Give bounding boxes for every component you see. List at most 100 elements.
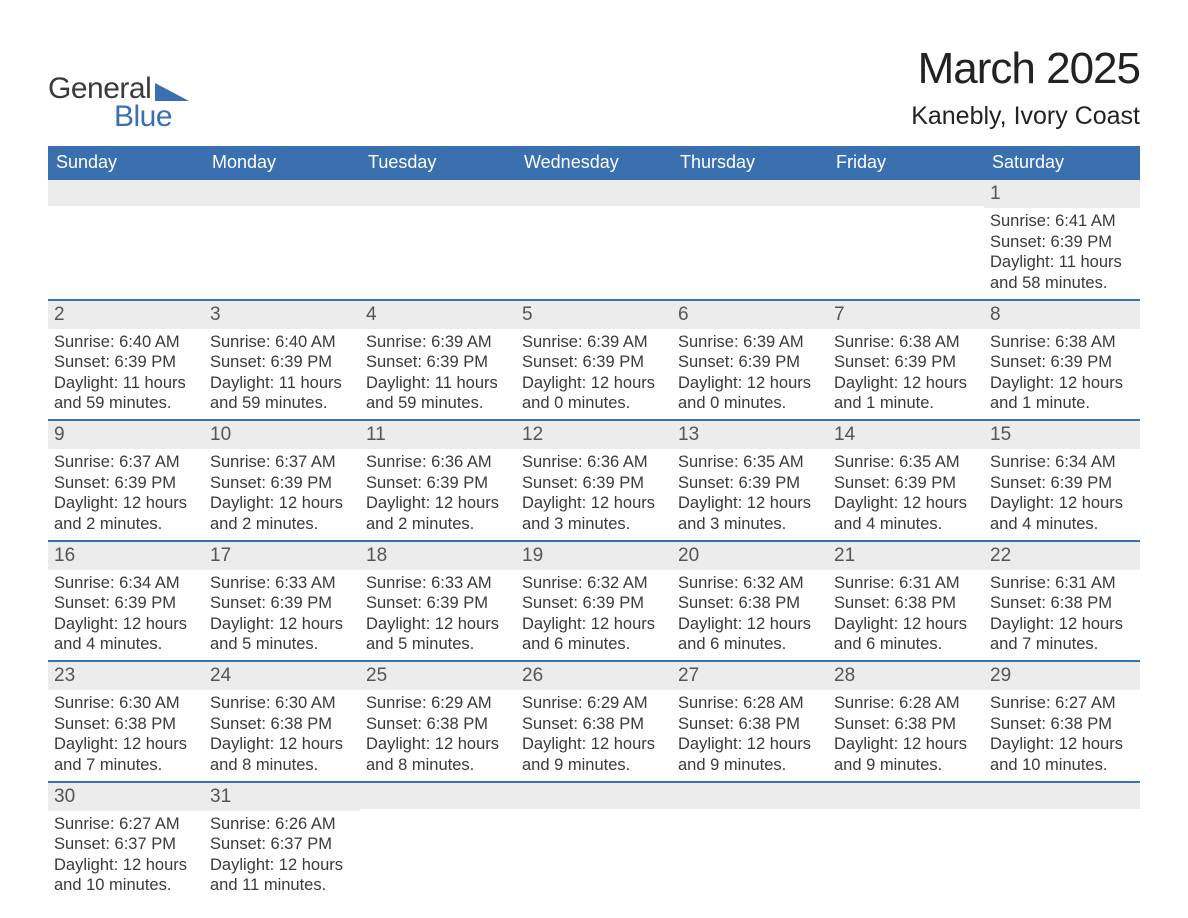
sunset-text: Sunset: 6:38 PM bbox=[990, 593, 1134, 614]
day-body: Sunrise: 6:36 AMSunset: 6:39 PMDaylight:… bbox=[360, 449, 516, 540]
weekday-header: Thursday bbox=[672, 146, 828, 180]
day-body: Sunrise: 6:37 AMSunset: 6:39 PMDaylight:… bbox=[204, 449, 360, 540]
page-header: General Blue March 2025 Kanebly, Ivory C… bbox=[48, 44, 1140, 134]
day-number: 18 bbox=[360, 542, 516, 570]
calendar-day-cell bbox=[672, 180, 828, 300]
calendar-day-cell: 30Sunrise: 6:27 AMSunset: 6:37 PMDayligh… bbox=[48, 782, 204, 902]
day-number: 10 bbox=[204, 421, 360, 449]
sunrise-text: Sunrise: 6:31 AM bbox=[834, 573, 978, 594]
calendar-day-cell: 4Sunrise: 6:39 AMSunset: 6:39 PMDaylight… bbox=[360, 300, 516, 421]
calendar-day-cell: 22Sunrise: 6:31 AMSunset: 6:38 PMDayligh… bbox=[984, 541, 1140, 662]
sunrise-text: Sunrise: 6:30 AM bbox=[210, 693, 354, 714]
calendar-day-cell: 12Sunrise: 6:36 AMSunset: 6:39 PMDayligh… bbox=[516, 420, 672, 541]
calendar-day-cell: 9 Sunrise: 6:37 AMSunset: 6:39 PMDaylight… bbox=[48, 420, 204, 541]
daylight-text: Daylight: 12 hours and 9 minutes. bbox=[834, 734, 978, 775]
daylight-text: Daylight: 11 hours and 59 minutes. bbox=[366, 373, 510, 414]
calendar-day-cell: 14Sunrise: 6:35 AMSunset: 6:39 PMDayligh… bbox=[828, 420, 984, 541]
sunrise-text: Sunrise: 6:26 AM bbox=[210, 814, 354, 835]
day-number: 12 bbox=[516, 421, 672, 449]
daylight-text: Daylight: 12 hours and 9 minutes. bbox=[678, 734, 822, 775]
sunset-text: Sunset: 6:38 PM bbox=[678, 714, 822, 735]
calendar-week-row: 9Sunrise: 6:37 AMSunset: 6:39 PMDaylight… bbox=[48, 420, 1140, 541]
sunrise-text: Sunrise: 6:36 AM bbox=[366, 452, 510, 473]
day-body: Sunrise: 6:31 AMSunset: 6:38 PMDaylight:… bbox=[828, 570, 984, 661]
day-number: 13 bbox=[672, 421, 828, 449]
day-number: 31 bbox=[204, 783, 360, 811]
calendar-day-cell bbox=[828, 782, 984, 902]
sunrise-text: Sunrise: 6:37 AM bbox=[210, 452, 354, 473]
sunset-text: Sunset: 6:39 PM bbox=[834, 352, 978, 373]
sunset-text: Sunset: 6:39 PM bbox=[990, 352, 1134, 373]
weekday-header: Saturday bbox=[984, 146, 1140, 180]
day-number: 4 bbox=[360, 301, 516, 329]
sunrise-text: Sunrise: 6:28 AM bbox=[678, 693, 822, 714]
day-number: 23 bbox=[48, 662, 204, 690]
day-number: 29 bbox=[984, 662, 1140, 690]
sunrise-text: Sunrise: 6:27 AM bbox=[54, 814, 198, 835]
day-number: 27 bbox=[672, 662, 828, 690]
day-body: Sunrise: 6:30 AMSunset: 6:38 PMDaylight:… bbox=[204, 690, 360, 781]
day-body: Sunrise: 6:32 AMSunset: 6:39 PMDaylight:… bbox=[516, 570, 672, 661]
calendar-day-cell: 7Sunrise: 6:38 AMSunset: 6:39 PMDaylight… bbox=[828, 300, 984, 421]
daylight-text: Daylight: 11 hours and 59 minutes. bbox=[210, 373, 354, 414]
day-number: 14 bbox=[828, 421, 984, 449]
daylight-text: Daylight: 12 hours and 6 minutes. bbox=[834, 614, 978, 655]
day-body: Sunrise: 6:40 AMSunset: 6:39 PMDaylight:… bbox=[204, 329, 360, 420]
calendar-day-cell: 15Sunrise: 6:34 AMSunset: 6:39 PMDayligh… bbox=[984, 420, 1140, 541]
sunrise-text: Sunrise: 6:37 AM bbox=[54, 452, 198, 473]
calendar-day-cell: 19Sunrise: 6:32 AMSunset: 6:39 PMDayligh… bbox=[516, 541, 672, 662]
daylight-text: Daylight: 12 hours and 3 minutes. bbox=[678, 493, 822, 534]
calendar-day-cell: 8Sunrise: 6:38 AMSunset: 6:39 PMDaylight… bbox=[984, 300, 1140, 421]
weekday-header: Tuesday bbox=[360, 146, 516, 180]
calendar-day-cell: 5Sunrise: 6:39 AMSunset: 6:39 PMDaylight… bbox=[516, 300, 672, 421]
day-number: 8 bbox=[984, 301, 1140, 329]
day-number bbox=[984, 783, 1140, 809]
daylight-text: Daylight: 12 hours and 4 minutes. bbox=[54, 614, 198, 655]
calendar-week-row: 16Sunrise: 6:34 AMSunset: 6:39 PMDayligh… bbox=[48, 541, 1140, 662]
daylight-text: Daylight: 12 hours and 10 minutes. bbox=[54, 855, 198, 896]
sunrise-text: Sunrise: 6:34 AM bbox=[54, 573, 198, 594]
day-body bbox=[360, 809, 516, 871]
calendar-day-cell: 17Sunrise: 6:33 AMSunset: 6:39 PMDayligh… bbox=[204, 541, 360, 662]
daylight-text: Daylight: 12 hours and 4 minutes. bbox=[990, 493, 1134, 534]
calendar-day-cell: 21Sunrise: 6:31 AMSunset: 6:38 PMDayligh… bbox=[828, 541, 984, 662]
sunrise-text: Sunrise: 6:30 AM bbox=[54, 693, 198, 714]
daylight-text: Daylight: 12 hours and 6 minutes. bbox=[522, 614, 666, 655]
day-number: 3 bbox=[204, 301, 360, 329]
daylight-text: Daylight: 12 hours and 0 minutes. bbox=[522, 373, 666, 414]
sunrise-text: Sunrise: 6:33 AM bbox=[366, 573, 510, 594]
calendar-week-row: 2Sunrise: 6:40 AMSunset: 6:39 PMDaylight… bbox=[48, 300, 1140, 421]
day-number: 2 bbox=[48, 301, 204, 329]
sunset-text: Sunset: 6:39 PM bbox=[990, 232, 1134, 253]
sunrise-text: Sunrise: 6:35 AM bbox=[678, 452, 822, 473]
day-number bbox=[516, 783, 672, 809]
day-number: 26 bbox=[516, 662, 672, 690]
sunset-text: Sunset: 6:38 PM bbox=[522, 714, 666, 735]
day-number: 30 bbox=[48, 783, 204, 811]
sunset-text: Sunset: 6:39 PM bbox=[54, 473, 198, 494]
daylight-text: Daylight: 12 hours and 7 minutes. bbox=[54, 734, 198, 775]
day-number bbox=[828, 180, 984, 206]
calendar-week-row: 1Sunrise: 6:41 AMSunset: 6:39 PMDaylight… bbox=[48, 180, 1140, 300]
daylight-text: Daylight: 12 hours and 2 minutes. bbox=[366, 493, 510, 534]
daylight-text: Daylight: 12 hours and 9 minutes. bbox=[522, 734, 666, 775]
day-number: 17 bbox=[204, 542, 360, 570]
daylight-text: Daylight: 12 hours and 2 minutes. bbox=[54, 493, 198, 534]
sunrise-text: Sunrise: 6:40 AM bbox=[54, 332, 198, 353]
day-number: 9 bbox=[48, 421, 204, 449]
calendar-day-cell: 26Sunrise: 6:29 AMSunset: 6:38 PMDayligh… bbox=[516, 661, 672, 782]
day-body bbox=[48, 206, 204, 268]
sunrise-text: Sunrise: 6:39 AM bbox=[522, 332, 666, 353]
sunset-text: Sunset: 6:39 PM bbox=[834, 473, 978, 494]
sunrise-text: Sunrise: 6:31 AM bbox=[990, 573, 1134, 594]
calendar-day-cell bbox=[828, 180, 984, 300]
day-number: 1 bbox=[984, 180, 1140, 208]
weekday-header-row: Sunday Monday Tuesday Wednesday Thursday… bbox=[48, 146, 1140, 180]
daylight-text: Daylight: 12 hours and 6 minutes. bbox=[678, 614, 822, 655]
day-number bbox=[828, 783, 984, 809]
sunrise-text: Sunrise: 6:38 AM bbox=[834, 332, 978, 353]
sunset-text: Sunset: 6:39 PM bbox=[678, 473, 822, 494]
day-body: Sunrise: 6:38 AMSunset: 6:39 PMDaylight:… bbox=[984, 329, 1140, 420]
sunset-text: Sunset: 6:37 PM bbox=[210, 834, 354, 855]
day-body bbox=[204, 206, 360, 268]
